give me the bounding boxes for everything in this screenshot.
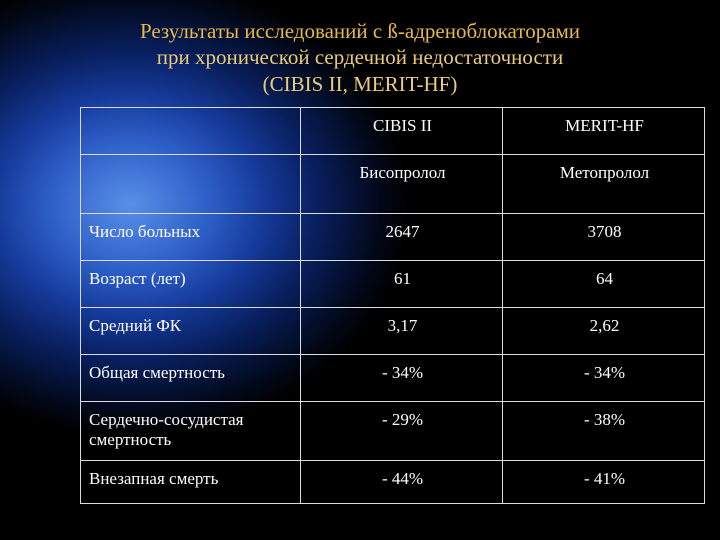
table-header-row-trials: CIBIS II MERIT-HF — [81, 107, 705, 154]
table-cell: 61 — [301, 260, 503, 307]
table-cell: Возраст (лет) — [81, 260, 301, 307]
table-cell: - 29% — [301, 401, 503, 460]
results-table-container: CIBIS II MERIT-HF Бисопролол Метопролол … — [80, 107, 704, 504]
table-cell: - 34% — [503, 354, 705, 401]
table-cell: 3708 — [503, 213, 705, 260]
table-row: Число больных 2647 3708 — [81, 213, 705, 260]
table-row: Средний ФК 3,17 2,62 — [81, 307, 705, 354]
table-cell: 2647 — [301, 213, 503, 260]
table-cell: CIBIS II — [301, 107, 503, 154]
table-row: Возраст (лет) 61 64 — [81, 260, 705, 307]
table-row: Общая смертность - 34% - 34% — [81, 354, 705, 401]
title-line-3: (CIBIS II, MERIT-HF) — [263, 72, 458, 96]
table-cell: - 38% — [503, 401, 705, 460]
title-line-1: Результаты исследований с ß-адреноблокат… — [140, 19, 580, 43]
table-cell — [81, 107, 301, 154]
table-cell: 2,62 — [503, 307, 705, 354]
table-cell: - 41% — [503, 460, 705, 503]
table-cell: Средний ФК — [81, 307, 301, 354]
results-table: CIBIS II MERIT-HF Бисопролол Метопролол … — [80, 107, 705, 504]
table-header-row-drugs: Бисопролол Метопролол — [81, 154, 705, 213]
table-cell: Метопролол — [503, 154, 705, 213]
table-cell: - 44% — [301, 460, 503, 503]
table-cell: Сердечно-сосудистая смертность — [81, 401, 301, 460]
table-cell: MERIT-HF — [503, 107, 705, 154]
table-cell: 3,17 — [301, 307, 503, 354]
table-cell — [81, 154, 301, 213]
table-cell: - 34% — [301, 354, 503, 401]
slide: Результаты исследований с ß-адреноблокат… — [0, 0, 720, 540]
table-cell: Бисопролол — [301, 154, 503, 213]
table-cell: Общая смертность — [81, 354, 301, 401]
title-line-2: при хронической сердечной недостаточност… — [157, 45, 563, 69]
table-cell: Число больных — [81, 213, 301, 260]
table-cell: 64 — [503, 260, 705, 307]
table-row: Сердечно-сосудистая смертность - 29% - 3… — [81, 401, 705, 460]
table-row: Внезапная смерть - 44% - 41% — [81, 460, 705, 503]
slide-title: Результаты исследований с ß-адреноблокат… — [65, 18, 655, 97]
table-cell: Внезапная смерть — [81, 460, 301, 503]
